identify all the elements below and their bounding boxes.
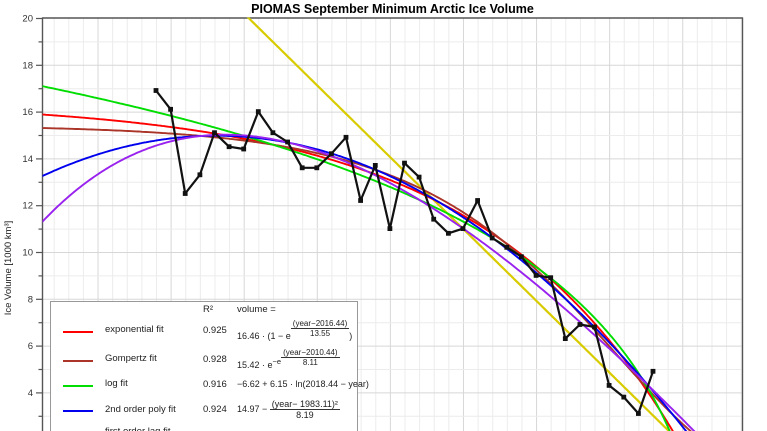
y-tick-label: 6 xyxy=(28,341,33,352)
legend-formula: 16.46 · (1 − e (year−2016.44) 13.55) xyxy=(237,319,353,341)
data-point xyxy=(460,226,466,231)
data-point xyxy=(636,411,641,416)
legend-r2-value: 0.916 xyxy=(203,378,227,390)
y-tick-label: 14 xyxy=(22,154,33,165)
legend-row-gompertz-fit: Gompertz fit 0.928 15.42 · e−e (year−2010.4… xyxy=(55,345,353,373)
data-point xyxy=(519,254,524,260)
legend-fit-label: Gompertz fit xyxy=(105,353,157,364)
legend-line-sample xyxy=(63,359,93,362)
data-point xyxy=(431,216,437,222)
legend-fit-label: first order lag fit(time constant 20y) xyxy=(105,427,197,431)
legend-r2-value: 0.925 xyxy=(203,324,227,336)
data-point xyxy=(387,226,393,231)
legend-formula: 14.97 − (year− 1983.11)² 8.19 xyxy=(237,399,340,420)
y-tick-label: 8 xyxy=(28,294,33,305)
legend-row-poly-fit: 2nd order poly fit 0.924 14.97 − (year− 19… xyxy=(55,395,353,424)
legend-fit-label: exponential fit xyxy=(105,324,164,335)
legend-row-lag-fit: first order lag fit(time constant 20y)0.… xyxy=(55,424,353,431)
data-point xyxy=(212,130,217,136)
legend-header: R² volume = xyxy=(55,304,353,315)
data-point xyxy=(533,273,539,278)
data-point xyxy=(416,174,422,180)
fit-curve-lag xyxy=(42,133,696,431)
data-point xyxy=(285,139,290,145)
legend-row-log-fit: log fit 0.916 −6.62 + 6.15 · ln(2018.44 − … xyxy=(55,373,369,395)
r2-header: R² xyxy=(203,304,214,315)
data-point xyxy=(329,151,334,157)
data-point xyxy=(650,368,656,374)
y-axis-label: Ice Volume [1000 km³] xyxy=(3,221,14,316)
data-point xyxy=(372,163,378,168)
legend-fit-label: 2nd order poly fit xyxy=(105,403,176,415)
legend-fit-label: log fit xyxy=(105,378,128,389)
data-point xyxy=(504,244,510,250)
y-tick-label: 12 xyxy=(22,201,33,212)
trend-line xyxy=(246,17,671,431)
y-tick-label: 16 xyxy=(22,107,33,118)
data-point xyxy=(226,144,232,150)
y-tick-label: 4 xyxy=(28,388,33,399)
data-point xyxy=(562,336,568,341)
data-point xyxy=(592,324,597,330)
legend-line-sample xyxy=(63,330,93,333)
data-point xyxy=(299,165,305,171)
legend-formula: −6.62 + 6.15 · ln(2018.44 − year) xyxy=(237,379,369,389)
data-point xyxy=(153,88,159,93)
data-point xyxy=(182,191,188,196)
chart-title: PIOMAS September Minimum Arctic Ice Volu… xyxy=(251,2,534,16)
data-point xyxy=(197,172,203,178)
volume-header: volume = xyxy=(237,304,276,315)
y-tick-label: 18 xyxy=(22,60,33,71)
data-point xyxy=(270,130,276,136)
data-point xyxy=(343,134,349,140)
data-point xyxy=(446,230,451,236)
data-point xyxy=(402,160,407,166)
data-point xyxy=(489,235,495,241)
y-tick-label: 10 xyxy=(22,248,33,259)
legend-formula: 15.42 · e−e (year−2010.44) 8.11 xyxy=(237,348,340,370)
data-point xyxy=(314,165,320,171)
data-point xyxy=(168,106,173,112)
data-point xyxy=(577,322,583,327)
data-point xyxy=(241,146,247,152)
data-point xyxy=(548,275,554,281)
legend-line-sample xyxy=(63,384,93,387)
legend-r2-value: 0.928 xyxy=(203,353,227,365)
y-tick-label: 20 xyxy=(22,14,33,25)
data-point xyxy=(621,394,627,400)
data-point xyxy=(606,383,612,388)
fit-curve-log xyxy=(42,85,671,431)
legend-row-exp-fit: exponential fit 0.925 16.46 · (1 − e (year−… xyxy=(55,315,353,345)
data-point xyxy=(255,109,261,114)
data-point xyxy=(475,198,480,203)
data-point xyxy=(358,198,363,203)
legend: R² volume = exponential fit 0.925 16.46 · … xyxy=(50,301,369,431)
legend-line-sample xyxy=(63,410,93,412)
legend-r2-value: 0.924 xyxy=(203,404,227,415)
